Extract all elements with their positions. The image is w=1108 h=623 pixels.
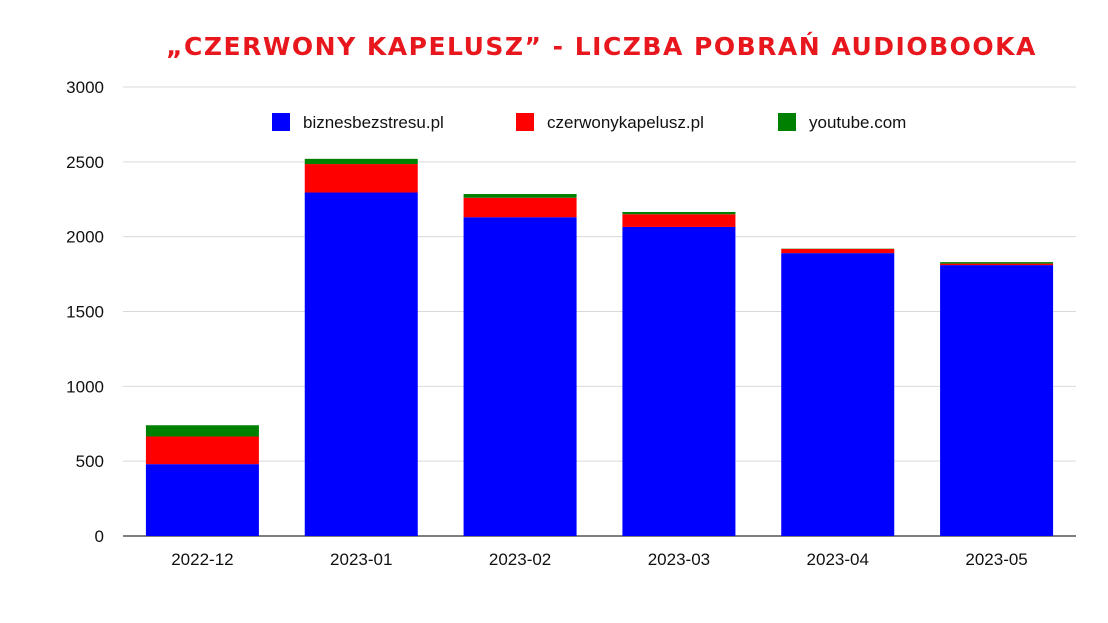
bar-segment-czerwonykapelusz-pl: [145, 436, 259, 465]
bar-segment-biznesbezstresu-pl: [622, 226, 736, 536]
bar-segment-czerwonykapelusz-pl: [781, 248, 895, 254]
bar-segment-biznesbezstresu-pl: [781, 253, 895, 536]
legend-label: youtube.com: [809, 113, 906, 132]
y-tick-label: 1000: [66, 377, 104, 396]
bar-segment-biznesbezstresu-pl: [304, 192, 418, 536]
chart-title: „CZERWONY KAPELUSZ” - LICZBA POBRAŃ AUDI…: [166, 32, 1037, 61]
x-tick-label: 2023-03: [648, 550, 710, 569]
y-tick-label: 2500: [66, 153, 104, 172]
x-tick-label: 2023-04: [807, 550, 869, 569]
legend-swatch: [516, 113, 534, 131]
x-tick-label: 2022-12: [171, 550, 233, 569]
bar-segment-czerwonykapelusz-pl: [622, 214, 736, 227]
bar-segment-youtube-com: [304, 158, 418, 165]
bar-segment-biznesbezstresu-pl: [145, 464, 259, 536]
legend-label: czerwonykapelusz.pl: [547, 113, 704, 132]
y-tick-label: 1500: [66, 303, 104, 322]
y-tick-label: 2000: [66, 228, 104, 247]
bar-segment-youtube-com: [622, 211, 736, 215]
x-tick-label: 2023-02: [489, 550, 551, 569]
x-tick-label: 2023-01: [330, 550, 392, 569]
bar-segment-biznesbezstresu-pl: [463, 217, 577, 536]
bar-segment-czerwonykapelusz-pl: [463, 197, 577, 218]
bar-segment-youtube-com: [463, 194, 577, 198]
y-tick-label: 500: [76, 452, 104, 471]
bar-segment-czerwonykapelusz-pl: [304, 164, 418, 193]
legend-swatch: [778, 113, 796, 131]
bar-segment-youtube-com: [145, 425, 259, 437]
y-tick-label: 3000: [66, 78, 104, 97]
legend-swatch: [272, 113, 290, 131]
bar-segment-czerwonykapelusz-pl: [940, 263, 1054, 266]
bar-segment-youtube-com: [940, 262, 1054, 264]
x-tick-label: 2023-05: [965, 550, 1027, 569]
legend-label: biznesbezstresu.pl: [303, 113, 444, 132]
bar-segment-biznesbezstresu-pl: [940, 265, 1054, 536]
y-tick-label: 0: [95, 527, 104, 546]
